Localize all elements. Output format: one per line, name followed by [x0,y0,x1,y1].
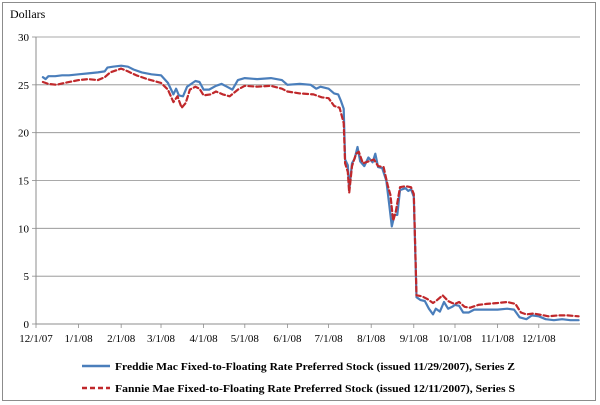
x-tick-label: 11/1/08 [481,333,515,345]
series-lines [41,64,580,322]
y-tick-label: 30 [18,32,30,44]
x-tick-label: 10/1/08 [438,333,472,345]
legend-label-freddie-mac: Freddie Mac Fixed-to-Floating Rate Prefe… [115,362,515,373]
x-tick-label: 12/1/07 [19,333,53,345]
legend-label-fannie-mae: Fannie Mae Fixed-to-Floating Rate Prefer… [115,384,515,395]
gridlines [36,36,580,277]
x-tick-label: 7/1/08 [315,333,344,345]
y-tick-label: 25 [18,80,30,92]
series-line-fannie-mae [41,67,580,318]
x-tick-labels: 12/1/07 1/1/08 2/1/08 3/1/08 4/1/08 5/1/08 6/1… [19,333,556,345]
x-tick-label: 9/1/08 [400,333,429,345]
y-tick-label: 15 [18,176,30,188]
y-tick-label: 0 [24,319,30,331]
y-tick-labels: 0 5 10 15 20 25 30 [18,32,30,331]
x-tick-label: 5/1/08 [231,333,260,345]
x-tick-label: 3/1/08 [147,333,176,345]
axes [32,36,580,328]
x-tick-label: 4/1/08 [190,333,219,345]
y-tick-label: 5 [24,271,30,283]
x-tick-label: 8/1/08 [357,333,386,345]
x-tick-label: 12/1/08 [522,333,556,345]
legend: Freddie Mac Fixed-to-Floating Rate Prefe… [82,362,515,395]
y-tick-label: 20 [18,128,30,140]
series-line-freddie-mac [41,64,580,322]
y-tick-label: 10 [18,223,30,235]
x-tick-label: 2/1/08 [107,333,136,345]
x-tick-label: 6/1/08 [273,333,302,345]
y-axis-label: Dollars [10,7,46,21]
chart-frame [2,2,596,401]
x-tick-label: 1/1/08 [65,333,94,345]
